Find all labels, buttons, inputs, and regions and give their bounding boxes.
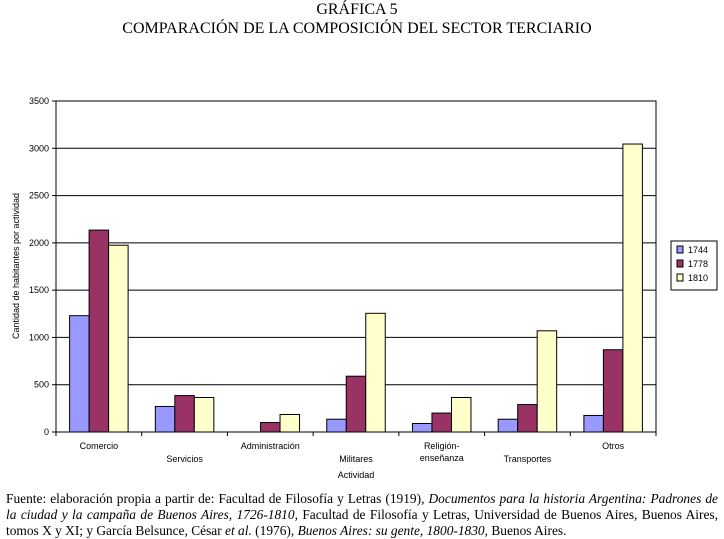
- x-category-label: Administración: [241, 441, 300, 451]
- x-axis-ticks: [55, 432, 657, 436]
- x-category-label: Transportes: [504, 454, 552, 464]
- bar-chart: 0 500 1000 1500 2000 2500 3000 3500 Comercio Ser…: [11, 96, 718, 480]
- y-tick-label: 1000: [29, 332, 49, 342]
- x-category-label: Religión-enseñanza: [420, 441, 464, 463]
- bar-1778-6: [602, 349, 624, 433]
- figure-title-block: GRÁFICA 5 COMPARACIÓN DE LA COMPOSICIÓN …: [0, 1, 714, 38]
- bar-1810-4: [450, 396, 472, 433]
- legend-label-1744: 1744: [688, 245, 708, 255]
- bar-1778-5: [517, 404, 538, 433]
- x-category-label: Comercio: [80, 441, 119, 451]
- legend-swatch-1778: [676, 259, 684, 268]
- y-tick-label: 3500: [29, 96, 49, 106]
- bar-1778-0: [88, 229, 110, 433]
- legend-label-1810: 1810: [688, 273, 708, 283]
- source-middle-2: (1976),: [251, 523, 298, 538]
- y-tick-label: 2500: [29, 191, 49, 201]
- bars: [69, 143, 643, 433]
- x-category-line: Transportes: [504, 454, 552, 464]
- legend-swatch-1810: [676, 273, 684, 282]
- x-category-line: Religión-: [424, 441, 460, 451]
- bar-1810-0: [108, 244, 129, 433]
- bar-1744-0: [69, 315, 90, 433]
- bar-1810-5: [536, 330, 558, 433]
- figure-subtitle: COMPARACIÓN DE LA COMPOSICIÓN DEL SECTOR…: [122, 20, 592, 37]
- x-axis-label: Actividad: [338, 470, 375, 480]
- bar-1744-4: [411, 422, 433, 433]
- bar-1744-5: [497, 418, 519, 433]
- bar-1778-3: [345, 375, 367, 433]
- y-tick-label: 0: [44, 427, 49, 437]
- bar-1810-6: [622, 143, 643, 433]
- source-title-2: Buenos Aires: su gente, 1800-1830: [297, 523, 485, 538]
- x-category-label: Servicios: [166, 454, 203, 464]
- x-category-line: Militares: [339, 454, 373, 464]
- bar-1810-1: [193, 396, 215, 433]
- legend-label-1778: 1778: [688, 259, 708, 269]
- legend-swatch-1744: [676, 245, 684, 254]
- source-note: Fuente: elaboración propia a partir de: …: [6, 491, 718, 539]
- y-tick-label: 2000: [29, 238, 49, 248]
- y-axis-label: Cantidad de habitantes por actividad: [11, 193, 21, 339]
- bar-1778-2: [260, 422, 281, 433]
- source-middle-1: , Facultad de Filosofía y Letras, Univer…: [6, 507, 718, 538]
- source-etal: et al.: [225, 523, 252, 538]
- bar-1744-1: [154, 405, 176, 433]
- legend: 1744 1778 1810: [670, 240, 718, 291]
- x-category-line: Servicios: [166, 454, 203, 464]
- source-title-1: Documentos para la historia Argentina: P…: [6, 491, 718, 522]
- y-tick-label: 3000: [29, 143, 49, 153]
- bar-1778-1: [174, 395, 195, 433]
- bar-1744-3: [326, 418, 347, 433]
- gridlines: [56, 147, 656, 386]
- bar-1744-6: [583, 414, 604, 433]
- x-category-line: enseñanza: [420, 453, 464, 463]
- y-tick-label: 1500: [29, 285, 49, 295]
- x-category-line: Otros: [602, 441, 625, 451]
- bar-1810-3: [365, 312, 386, 433]
- plot-frame: [55, 100, 657, 433]
- y-axis-ticks: 0 500 1000 1500 2000 2500 3000 3500: [29, 96, 56, 437]
- bar-1778-4: [431, 412, 452, 433]
- x-category-label: Otros: [602, 441, 625, 451]
- x-category-label: Militares: [339, 454, 373, 464]
- bar-1810-2: [279, 414, 301, 433]
- x-category-line: Administración: [241, 441, 300, 451]
- y-tick-label: 500: [34, 380, 49, 390]
- x-category-line: Comercio: [80, 441, 119, 451]
- source-prefix: Fuente: elaboración propia a partir de: …: [6, 491, 429, 506]
- legend-items: 1744 1778 1810: [676, 245, 708, 283]
- figure-title: GRÁFICA 5: [316, 1, 398, 18]
- source-suffix: , Buenos Aires.: [484, 523, 567, 538]
- x-axis-categories: Comercio Servicios Administración Militares…: [80, 441, 625, 464]
